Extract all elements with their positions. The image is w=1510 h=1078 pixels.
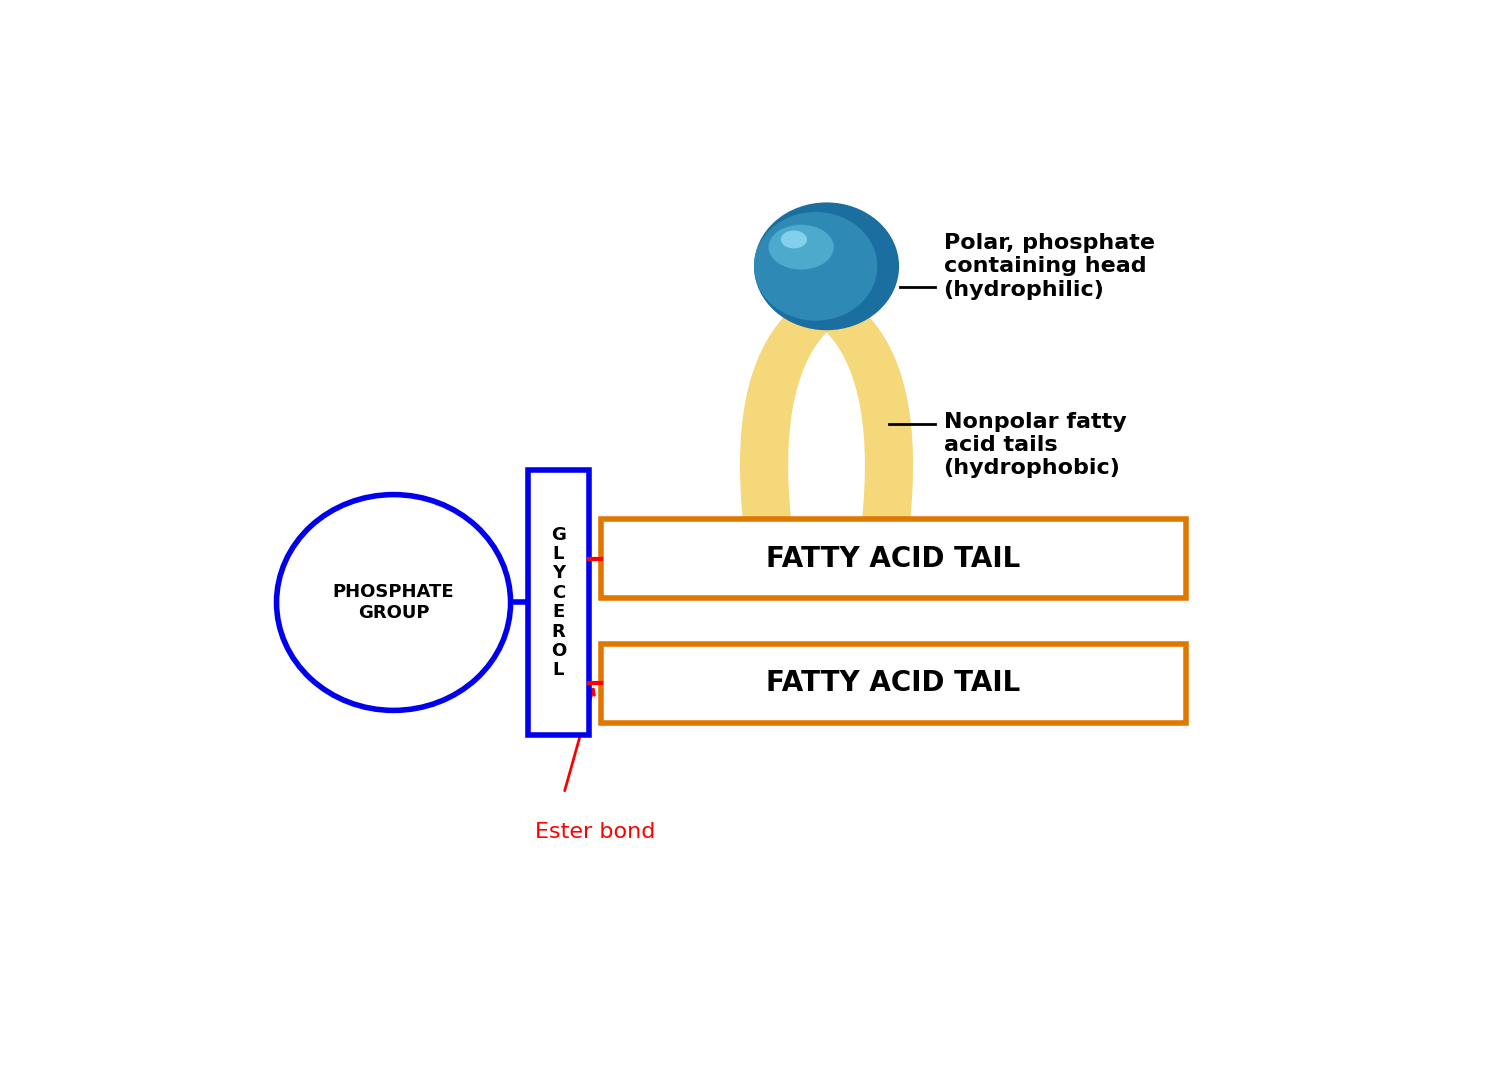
Text: FATTY ACID TAIL: FATTY ACID TAIL — [766, 544, 1021, 572]
Text: Polar, phosphate
containing head
(hydrophilic): Polar, phosphate containing head (hydrop… — [944, 233, 1155, 300]
Ellipse shape — [753, 203, 898, 330]
Ellipse shape — [276, 495, 510, 710]
Polygon shape — [741, 305, 829, 594]
Ellipse shape — [781, 231, 806, 248]
FancyBboxPatch shape — [601, 644, 1185, 723]
FancyBboxPatch shape — [528, 470, 589, 735]
Polygon shape — [824, 305, 912, 594]
Text: G
L
Y
C
E
R
O
L: G L Y C E R O L — [551, 526, 566, 679]
Text: Ester bond: Ester bond — [535, 823, 655, 843]
Text: Nonpolar fatty
acid tails
(hydrophobic): Nonpolar fatty acid tails (hydrophobic) — [944, 412, 1126, 478]
Text: FATTY ACID TAIL: FATTY ACID TAIL — [766, 669, 1021, 697]
Text: PHOSPHATE
GROUP: PHOSPHATE GROUP — [332, 583, 455, 622]
Ellipse shape — [753, 212, 877, 320]
FancyBboxPatch shape — [601, 520, 1185, 598]
Ellipse shape — [769, 225, 834, 270]
